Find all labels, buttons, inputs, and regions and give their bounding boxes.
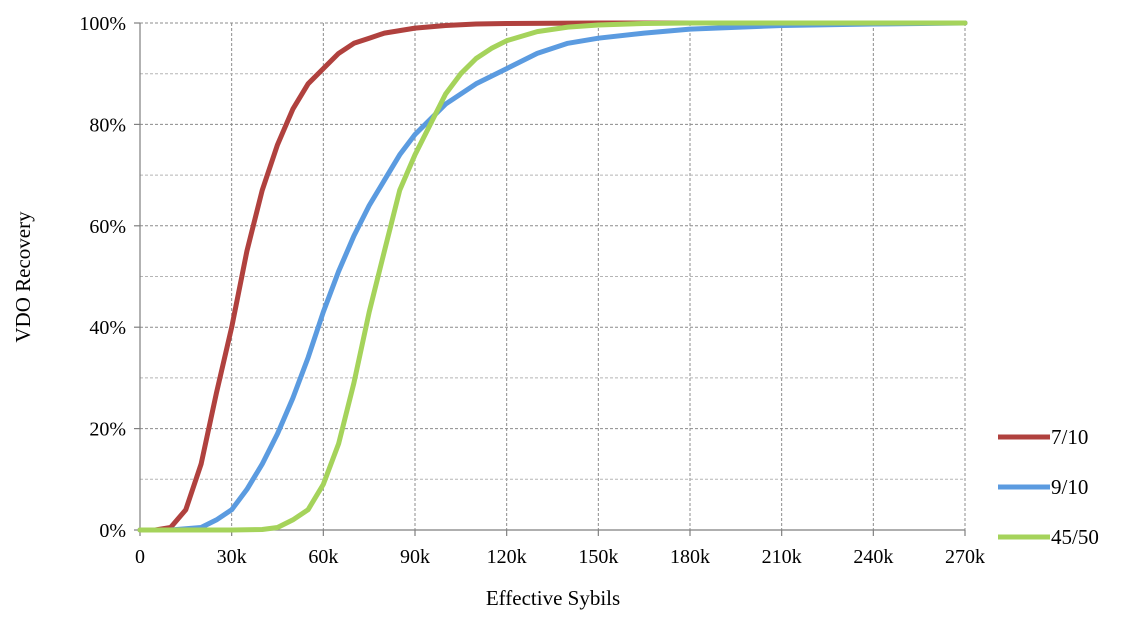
- legend-label: 7/10: [1051, 425, 1088, 449]
- y-tick-label: 40%: [89, 317, 126, 339]
- x-tick-label: 120k: [487, 546, 527, 568]
- x-tick-label: 240k: [853, 546, 893, 568]
- x-tick-label: 270k: [945, 546, 985, 568]
- y-tick-label: 100%: [79, 13, 126, 35]
- series-line-45-50: [137, 20, 968, 533]
- axes: [134, 22, 966, 536]
- series-line-7-10: [137, 20, 968, 533]
- y-tick-label: 80%: [89, 114, 126, 136]
- tick-labels: 0 30k 60k 90k 120k 150k 180k 210k 240k 270k 0% 20% 4…: [79, 13, 985, 568]
- x-axis-title: Effective Sybils: [486, 586, 620, 610]
- y-tick-label: 0%: [99, 520, 126, 542]
- x-tick-label: 180k: [670, 546, 710, 568]
- x-tick-label: 150k: [578, 546, 618, 568]
- y-axis-title: VDO Recovery: [11, 211, 35, 343]
- y-tick-label: 60%: [89, 216, 126, 238]
- grid: [140, 22, 966, 530]
- legend: 7/10 9/10 45/50: [998, 425, 1099, 549]
- legend-label: 9/10: [1051, 475, 1088, 499]
- x-tick-label: 0: [135, 546, 145, 568]
- x-tick-label: 30k: [217, 546, 247, 568]
- x-tick-label: 90k: [400, 546, 430, 568]
- series-line-9-10: [137, 20, 968, 533]
- x-tick-label: 60k: [308, 546, 338, 568]
- x-tick-label: 210k: [762, 546, 802, 568]
- y-tick-label: 20%: [89, 419, 126, 441]
- series-group: [137, 20, 968, 533]
- legend-label: 45/50: [1051, 525, 1099, 549]
